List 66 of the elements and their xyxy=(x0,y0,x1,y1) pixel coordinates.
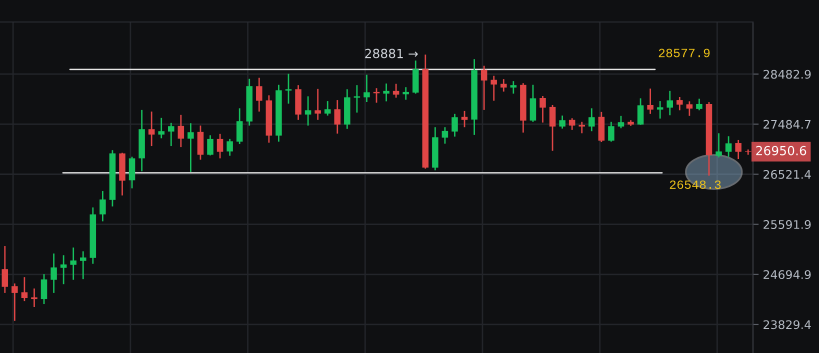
candlestick xyxy=(334,99,341,134)
candlestick xyxy=(12,282,18,322)
candlestick xyxy=(725,136,732,158)
y-tick-label: 27484.7 xyxy=(764,120,811,129)
candlestick xyxy=(402,86,409,100)
candlestick xyxy=(735,139,742,160)
ref-line-label: 28577.9 xyxy=(658,48,710,58)
candlestick xyxy=(696,98,702,111)
candlestick xyxy=(128,156,136,190)
candlestick xyxy=(588,108,595,132)
candlestick xyxy=(383,82,390,102)
candlestick xyxy=(50,252,57,294)
candlestick xyxy=(324,100,331,116)
candlestick xyxy=(60,254,67,285)
annotation: 28881 → xyxy=(365,48,418,58)
candlestick xyxy=(197,124,204,160)
candlestick xyxy=(676,96,683,111)
candlestick xyxy=(100,190,106,222)
candlestick xyxy=(530,84,536,123)
candlestick xyxy=(452,113,458,138)
candlestick xyxy=(285,73,292,104)
candlestick xyxy=(716,132,722,158)
y-tick-label: 25591.9 xyxy=(764,220,811,229)
candlestick xyxy=(364,74,370,103)
candlestick xyxy=(500,78,507,92)
y-tick-label: 26521.4 xyxy=(764,170,811,179)
candlestick xyxy=(2,245,8,294)
y-tick-label: 23829.4 xyxy=(764,320,811,330)
candlestick xyxy=(461,110,468,128)
candlestick xyxy=(158,117,164,139)
candlestick xyxy=(490,75,497,102)
text: 26950.6 xyxy=(756,146,806,156)
candlestick xyxy=(647,88,654,115)
candlestick xyxy=(31,288,38,308)
candlestick xyxy=(314,88,321,121)
candlestick xyxy=(549,104,556,152)
candlestick xyxy=(666,90,674,116)
candlestick xyxy=(578,121,585,134)
candlestick xyxy=(568,118,576,131)
candlestick xyxy=(236,108,243,145)
candlestick xyxy=(70,246,76,280)
candlestick xyxy=(148,110,155,147)
candlestick xyxy=(637,98,644,126)
candlestick xyxy=(442,126,448,144)
candlestick xyxy=(256,77,262,112)
candlestick xyxy=(21,276,28,302)
candlestick xyxy=(540,95,546,124)
candlestick xyxy=(412,60,419,94)
candlestick xyxy=(598,111,605,143)
candlestick xyxy=(559,114,566,130)
candlestick xyxy=(608,121,614,142)
candlestick xyxy=(226,138,233,156)
candlestick xyxy=(178,114,184,148)
candlestick xyxy=(168,122,174,147)
candlestick xyxy=(216,133,224,160)
candlestick xyxy=(618,115,624,129)
candlestick xyxy=(510,80,517,94)
ref-line-label: 26548.3 xyxy=(670,180,721,189)
candlestick xyxy=(480,65,488,111)
candlestick xyxy=(304,96,312,126)
candlestick xyxy=(188,122,194,173)
candlestick xyxy=(40,273,48,305)
y-tick-label: 24694.9 xyxy=(764,270,811,280)
candlestick xyxy=(207,134,214,156)
y-tick-label: 28482.9 xyxy=(764,70,811,79)
candlestick xyxy=(80,250,86,280)
